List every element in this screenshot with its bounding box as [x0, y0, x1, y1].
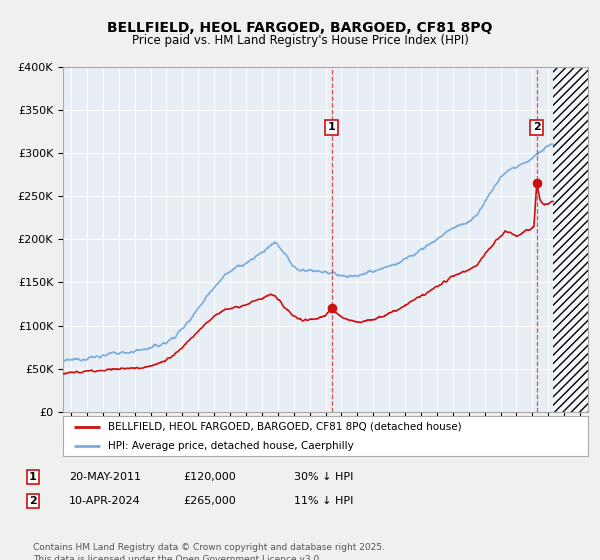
Text: Price paid vs. HM Land Registry's House Price Index (HPI): Price paid vs. HM Land Registry's House …	[131, 34, 469, 46]
Bar	[553, 67, 588, 412]
Text: BELLFIELD, HEOL FARGOED, BARGOED, CF81 8PQ (detached house): BELLFIELD, HEOL FARGOED, BARGOED, CF81 8…	[107, 422, 461, 432]
Text: £265,000: £265,000	[183, 496, 236, 506]
Text: 2: 2	[29, 496, 37, 506]
Text: 1: 1	[328, 123, 335, 133]
Text: 1: 1	[29, 472, 37, 482]
Text: HPI: Average price, detached house, Caerphilly: HPI: Average price, detached house, Caer…	[107, 441, 353, 450]
Text: 11% ↓ HPI: 11% ↓ HPI	[294, 496, 353, 506]
Text: 20-MAY-2011: 20-MAY-2011	[69, 472, 141, 482]
Text: 30% ↓ HPI: 30% ↓ HPI	[294, 472, 353, 482]
Text: BELLFIELD, HEOL FARGOED, BARGOED, CF81 8PQ: BELLFIELD, HEOL FARGOED, BARGOED, CF81 8…	[107, 21, 493, 35]
Text: 2: 2	[533, 123, 541, 133]
Text: Contains HM Land Registry data © Crown copyright and database right 2025.
This d: Contains HM Land Registry data © Crown c…	[33, 543, 385, 560]
Text: £120,000: £120,000	[183, 472, 236, 482]
Bar	[553, 67, 588, 412]
Text: 10-APR-2024: 10-APR-2024	[69, 496, 141, 506]
